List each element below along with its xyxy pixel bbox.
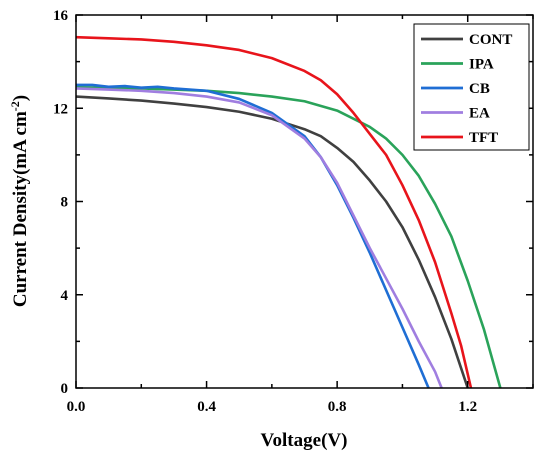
y-axis-title-main: Current Density(mA cm <box>10 111 31 307</box>
series-line-cont <box>76 95 470 388</box>
y-tick-label: 16 <box>53 8 69 24</box>
series-line-ea <box>76 87 443 388</box>
y-axis-title-close: ) <box>10 95 31 101</box>
legend-label-tft: TFT <box>469 130 498 146</box>
x-tick-label: 0.4 <box>197 399 216 415</box>
x-axis-title: Voltage(V) <box>261 430 348 451</box>
series-line-ipa <box>76 85 502 388</box>
x-tick-label: 1.2 <box>458 399 477 415</box>
legend-label-cb: CB <box>469 81 490 97</box>
legend-label-ipa: IPA <box>469 57 494 73</box>
series-line-tft <box>76 35 473 388</box>
y-tick-label: 4 <box>61 288 69 304</box>
y-tick-label: 8 <box>61 195 69 211</box>
legend: CONT IPA CB EA TFT <box>413 23 530 151</box>
y-axis-title-superscript: -2 <box>8 101 22 111</box>
y-tick-label: 0 <box>61 381 69 397</box>
ticks-layer <box>75 14 534 389</box>
x-tick-label: 0.8 <box>328 399 347 415</box>
legend-label-ea: EA <box>469 106 490 122</box>
series-layer <box>76 35 502 388</box>
legend-label-cont: CONT <box>469 32 512 48</box>
series-line-cb <box>76 83 430 388</box>
x-tick-label: 0.0 <box>67 399 86 415</box>
tick-labels-layer: 0.0 0.4 0.8 1.2 0 4 8 12 16 <box>53 8 477 415</box>
y-tick-label: 12 <box>53 101 68 117</box>
y-axis-title: Current Density(mA cm-2) <box>8 95 31 307</box>
